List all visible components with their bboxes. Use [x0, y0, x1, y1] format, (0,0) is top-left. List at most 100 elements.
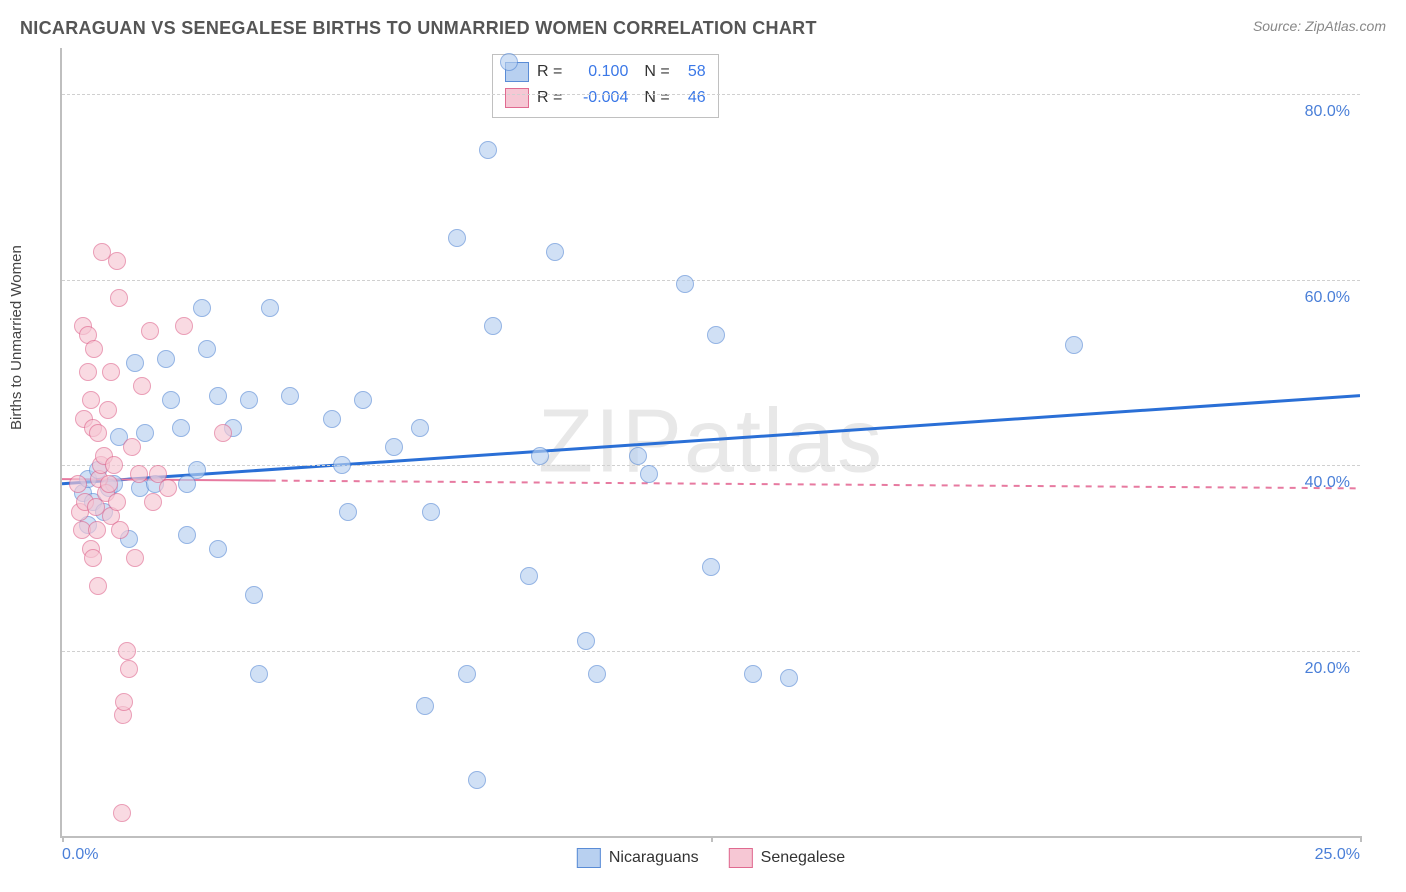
- data-point: [422, 503, 440, 521]
- data-point: [69, 475, 87, 493]
- source-attribution: Source: ZipAtlas.com: [1253, 18, 1386, 34]
- data-point: [546, 243, 564, 261]
- data-point: [261, 299, 279, 317]
- data-point: [126, 549, 144, 567]
- legend-n-value: 58: [678, 63, 706, 81]
- gridline: [62, 280, 1360, 281]
- data-point: [188, 461, 206, 479]
- data-point: [281, 387, 299, 405]
- legend-stats-row: R = -0.004 N = 46: [505, 85, 706, 111]
- data-point: [113, 804, 131, 822]
- data-point: [209, 540, 227, 558]
- data-point: [323, 410, 341, 428]
- data-point: [354, 391, 372, 409]
- data-point: [136, 424, 154, 442]
- x-tick-label: 25.0%: [1315, 846, 1360, 864]
- gridline: [62, 94, 1360, 95]
- data-point: [588, 665, 606, 683]
- data-point: [479, 141, 497, 159]
- data-point: [130, 465, 148, 483]
- legend-stats-row: R = 0.100 N = 58: [505, 59, 706, 85]
- data-point: [744, 665, 762, 683]
- data-point: [333, 456, 351, 474]
- trendlines-layer: [62, 48, 1360, 836]
- data-point: [531, 447, 549, 465]
- data-point: [250, 665, 268, 683]
- data-point: [133, 377, 151, 395]
- data-point: [162, 391, 180, 409]
- data-point: [702, 558, 720, 576]
- x-tick-mark: [62, 836, 64, 842]
- legend-r-value: -0.004: [570, 89, 628, 107]
- chart-title: NICARAGUAN VS SENEGALESE BIRTHS TO UNMAR…: [20, 18, 817, 39]
- chart-plot-area: ZIPatlas R = 0.100 N = 58 R = -0.004 N =…: [60, 48, 1360, 838]
- data-point: [88, 521, 106, 539]
- data-point: [85, 340, 103, 358]
- data-point: [1065, 336, 1083, 354]
- x-tick-mark: [711, 836, 713, 842]
- data-point: [115, 693, 133, 711]
- data-point: [500, 53, 518, 71]
- data-point: [214, 424, 232, 442]
- data-point: [159, 479, 177, 497]
- data-point: [520, 567, 538, 585]
- legend-r-value: 0.100: [570, 63, 628, 81]
- data-point: [458, 665, 476, 683]
- legend-series-label: Nicaraguans: [609, 849, 699, 867]
- data-point: [89, 424, 107, 442]
- x-tick-label: 0.0%: [62, 846, 98, 864]
- data-point: [102, 363, 120, 381]
- legend-swatch: [505, 88, 529, 108]
- data-point: [144, 493, 162, 511]
- data-point: [577, 632, 595, 650]
- data-point: [126, 354, 144, 372]
- data-point: [172, 419, 190, 437]
- legend-r-label: R =: [537, 63, 562, 81]
- legend-series: Nicaraguans Senegalese: [577, 848, 845, 868]
- y-axis-label: Births to Unmarried Women: [8, 245, 25, 430]
- data-point: [141, 322, 159, 340]
- data-point: [245, 586, 263, 604]
- header: NICARAGUAN VS SENEGALESE BIRTHS TO UNMAR…: [20, 18, 1386, 39]
- watermark: ZIPatlas: [538, 391, 884, 494]
- data-point: [82, 391, 100, 409]
- data-point: [157, 350, 175, 368]
- legend-stats: R = 0.100 N = 58 R = -0.004 N = 46: [492, 54, 719, 118]
- data-point: [120, 660, 138, 678]
- data-point: [84, 549, 102, 567]
- data-point: [411, 419, 429, 437]
- data-point: [780, 669, 798, 687]
- legend-n-value: 46: [678, 89, 706, 107]
- y-tick-label: 20.0%: [1305, 660, 1350, 678]
- data-point: [105, 456, 123, 474]
- x-tick-mark: [1360, 836, 1362, 842]
- legend-n-label: N =: [644, 63, 669, 81]
- data-point: [111, 521, 129, 539]
- data-point: [175, 317, 193, 335]
- data-point: [484, 317, 502, 335]
- data-point: [193, 299, 211, 317]
- legend-swatch: [577, 848, 601, 868]
- legend-series-item: Nicaraguans: [577, 848, 699, 868]
- data-point: [118, 642, 136, 660]
- data-point: [110, 289, 128, 307]
- y-tick-label: 60.0%: [1305, 289, 1350, 307]
- data-point: [178, 526, 196, 544]
- data-point: [448, 229, 466, 247]
- data-point: [99, 401, 117, 419]
- data-point: [100, 475, 118, 493]
- data-point: [108, 252, 126, 270]
- data-point: [89, 577, 107, 595]
- legend-r-label: R =: [537, 89, 562, 107]
- data-point: [198, 340, 216, 358]
- legend-series-item: Senegalese: [729, 848, 846, 868]
- data-point: [468, 771, 486, 789]
- legend-series-label: Senegalese: [761, 849, 846, 867]
- data-point: [629, 447, 647, 465]
- data-point: [707, 326, 725, 344]
- data-point: [676, 275, 694, 293]
- data-point: [209, 387, 227, 405]
- data-point: [640, 465, 658, 483]
- y-tick-label: 80.0%: [1305, 103, 1350, 121]
- data-point: [339, 503, 357, 521]
